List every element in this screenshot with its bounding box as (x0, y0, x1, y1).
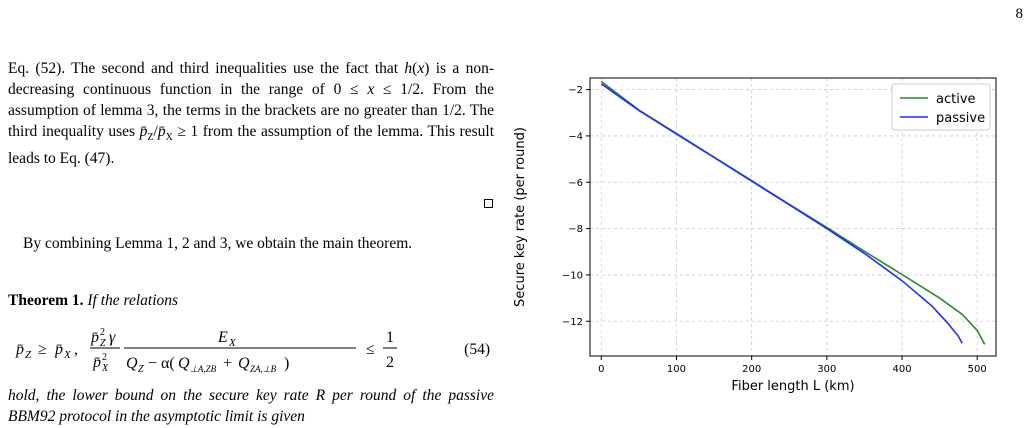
svg-text:Z: Z (100, 338, 106, 349)
plot-frame (589, 77, 997, 357)
theorem-continuation: hold, the lower bound on the secure key … (8, 385, 494, 427)
tail-text: hold, the lower bound on the secure key … (8, 387, 494, 425)
svg-text:Q: Q (178, 355, 190, 372)
x-tick-label: 0 (598, 364, 604, 375)
paragraph-2-text: By combining Lemma 1, 2 and 3, we obtain… (23, 235, 413, 252)
y-tick-label: −6 (568, 178, 583, 189)
y-tick-label: −4 (568, 131, 583, 142)
line-chart: 0 100 200 300 400 500 −2 −4 −6 −8 −10 −12 Fiber leng… (513, 77, 997, 394)
page-number: 8 (1015, 6, 1024, 22)
svg-text:+: + (223, 355, 232, 372)
y-tick-label: −2 (568, 85, 583, 96)
svg-text:X: X (101, 363, 109, 374)
svg-text:Z: Z (25, 349, 32, 361)
svg-text:p̄: p̄ (15, 341, 24, 358)
theorem-label: Theorem 1. (8, 292, 84, 309)
svg-text:p̄: p̄ (54, 341, 63, 358)
svg-text:2: 2 (386, 354, 394, 371)
svg-text:p̄: p̄ (90, 329, 99, 346)
svg-text:≤: ≤ (366, 341, 375, 358)
svg-text:X: X (63, 349, 72, 361)
svg-text:ZA,⊥B: ZA,⊥B (250, 364, 277, 374)
svg-text:γ: γ (109, 329, 116, 346)
y-axis-label: Secure key rate (per round) (513, 127, 528, 307)
svg-text:Q: Q (238, 355, 250, 372)
svg-text:p̄: p̄ (92, 354, 101, 371)
paragraph-2: By combining Lemma 1, 2 and 3, we obtain… (8, 233, 494, 254)
equation-number: (54) (464, 341, 490, 358)
x-tick-label: 400 (892, 364, 911, 375)
paragraph-1-text: Eq. (52). The second and third inequalit… (8, 60, 495, 168)
legend-label-active: active (936, 92, 976, 107)
svg-text:2: 2 (102, 352, 107, 363)
x-tick-label: 300 (817, 364, 836, 375)
y-tick-label: −12 (562, 317, 583, 328)
theorem-1: Theorem 1. If the relations (8, 290, 494, 311)
svg-text:X: X (228, 337, 237, 349)
x-tick-label: 100 (667, 364, 686, 375)
legend-label-passive: passive (936, 111, 985, 126)
qed-symbol (484, 199, 493, 208)
svg-text:Q: Q (126, 355, 138, 372)
svg-text:E: E (217, 329, 228, 346)
svg-text:,: , (74, 341, 78, 358)
svg-text:Z: Z (138, 364, 144, 375)
legend-box (891, 83, 991, 131)
x-tick-label: 500 (968, 364, 987, 375)
x-tick-label: 200 (742, 364, 761, 375)
svg-text:⊥A,ZB: ⊥A,ZB (190, 364, 217, 374)
theorem-text: If the relations (87, 292, 179, 309)
y-tick-label: −10 (562, 270, 583, 281)
svg-text:): ) (284, 355, 289, 372)
svg-text:− α(: − α( (148, 355, 175, 372)
figure-secure-key-rate: 0 100 200 300 400 500 −2 −4 −6 −8 −10 −12 Fiber leng… (508, 70, 1013, 410)
x-axis-label: Fiber length L (km) (731, 379, 854, 394)
y-tick-label: −8 (568, 224, 583, 235)
series-line-passive (600, 83, 963, 344)
paragraph-1: Eq. (52). The second and third inequalit… (8, 58, 494, 169)
svg-text:2: 2 (100, 327, 105, 338)
svg-text:≥: ≥ (38, 341, 47, 358)
svg-text:1: 1 (386, 329, 394, 346)
